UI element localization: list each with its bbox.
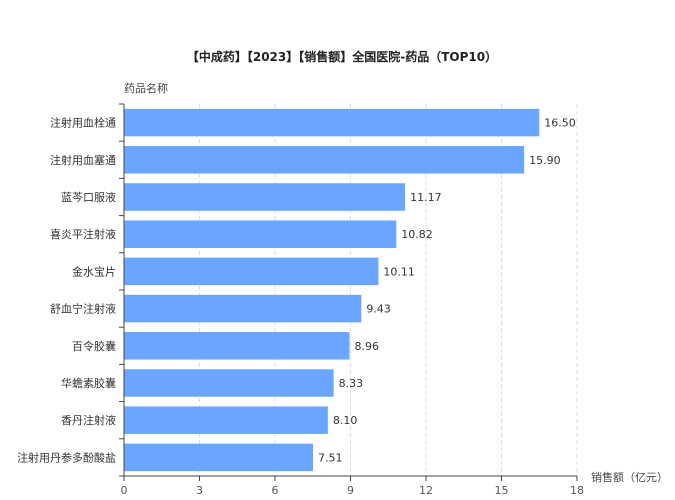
bar xyxy=(124,257,379,286)
x-tick-label: 12 xyxy=(419,484,433,497)
chart-title: 【中成药】【2023】【销售额】全国医院-药品（TOP10） xyxy=(187,49,497,64)
bar xyxy=(124,220,397,248)
value-label: 8.10 xyxy=(333,414,358,427)
value-label: 11.17 xyxy=(410,191,442,204)
bar xyxy=(124,332,350,360)
category-label: 蓝芩口服液 xyxy=(61,190,116,204)
bars xyxy=(124,108,540,472)
value-label: 16.50 xyxy=(544,117,576,130)
category-label: 香丹注射液 xyxy=(61,413,116,427)
bar xyxy=(124,183,406,211)
bar xyxy=(124,294,362,323)
bar xyxy=(124,108,540,137)
y-axis-title: 药品名称 xyxy=(124,81,168,95)
x-tick-label: 9 xyxy=(347,484,354,497)
value-label: 8.96 xyxy=(354,340,379,353)
value-label: 7.51 xyxy=(318,451,343,464)
labels: 注射用血栓通 16.50 注射用血塞通 15.90 蓝芩口服液 11.17 喜炎平注射液 10… xyxy=(17,116,576,465)
bar xyxy=(124,443,314,472)
category-label: 金水宝片 xyxy=(72,264,116,278)
category-label: 注射用丹参多酚酸盐 xyxy=(17,450,116,464)
value-label: 9.43 xyxy=(366,303,391,316)
x-tick-label: 0 xyxy=(121,484,128,497)
value-label: 10.82 xyxy=(401,228,433,241)
bar xyxy=(124,369,334,397)
category-label: 喜炎平注射液 xyxy=(50,227,116,241)
value-label: 8.33 xyxy=(339,377,364,390)
x-tick-label: 3 xyxy=(196,484,203,497)
category-label: 华蟾素胶囊 xyxy=(61,376,116,390)
bar xyxy=(124,146,525,174)
category-label: 百令胶囊 xyxy=(72,339,116,353)
value-label: 15.90 xyxy=(529,154,561,167)
bar xyxy=(124,406,328,434)
value-label: 10.11 xyxy=(383,265,415,278)
axes: 0 3 6 9 12 15 18 xyxy=(119,103,584,497)
x-axis-title: 销售额（亿元） xyxy=(591,470,668,484)
x-tick-label: 18 xyxy=(570,484,584,497)
category-label: 舒血宁注射液 xyxy=(50,302,116,316)
category-label: 注射用血塞通 xyxy=(50,153,116,167)
x-tick-label: 6 xyxy=(272,484,279,497)
category-label: 注射用血栓通 xyxy=(50,116,116,130)
x-tick-label: 15 xyxy=(495,484,509,497)
